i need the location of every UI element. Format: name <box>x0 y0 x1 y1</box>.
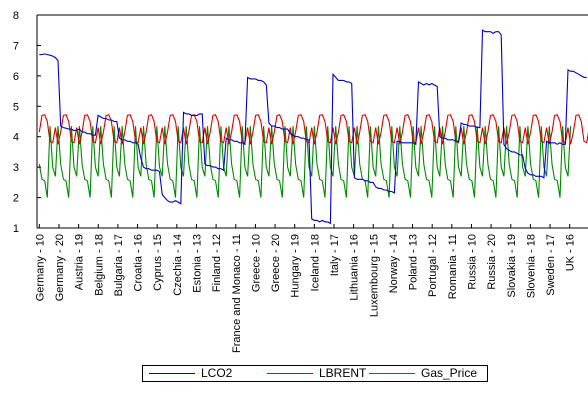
legend-swatch-gas-price <box>369 373 415 374</box>
x-tick-label: France and Monaco - 11 <box>231 234 243 353</box>
legend-label-lco2: LCO2 <box>201 366 233 380</box>
x-tick-label: Estonia - 13 <box>192 234 204 293</box>
y-tick-label: 3 <box>13 162 19 174</box>
plot-area <box>38 29 588 225</box>
x-tick-label: Sweden - 17 <box>545 234 557 296</box>
x-tick-label: Poland - 13 <box>408 234 420 290</box>
x-tick-label: Croatia - 16 <box>133 234 145 291</box>
legend-swatch-lco2 <box>149 373 195 374</box>
x-tick-label: Germany - 10 <box>34 234 46 301</box>
x-tick-label: Germany - 20 <box>54 234 66 301</box>
y-tick-label: 4 <box>13 132 19 144</box>
legend-swatch-lbrent <box>267 373 313 374</box>
x-tick-label: Iceland - 18 <box>309 234 321 291</box>
legend-label-gas-price: Gas_Price <box>421 366 478 380</box>
x-tick-label: Belgium - 18 <box>93 234 105 296</box>
x-tick-label: Italy - 17 <box>329 234 341 276</box>
y-tick-label: 7 <box>13 40 19 52</box>
x-tick-label: Russia - 20 <box>486 234 498 290</box>
x-tick-label: Norway - 14 <box>388 234 400 293</box>
series-line-lbrent <box>38 114 588 145</box>
x-tick-label: Luxembourg - 15 <box>368 234 380 317</box>
x-tick-label: Slovenia - 18 <box>525 234 537 298</box>
series-line-gas-price <box>38 126 572 198</box>
x-tick-label: Lithuania - 16 <box>349 234 361 301</box>
x-tick-label: Bulgaria - 17 <box>113 234 125 296</box>
x-tick-label: Portugal - 12 <box>427 234 439 297</box>
plot-frame <box>36 14 588 229</box>
x-tick-label: Austria - 19 <box>74 234 86 290</box>
y-tick-label: 8 <box>13 10 19 22</box>
legend-label-lbrent: LBRENT <box>319 366 367 380</box>
x-tick-label: UK - 16 <box>565 234 577 271</box>
x-tick-label: Finland - 12 <box>211 234 223 292</box>
x-tick-label: Greece - 20 <box>270 234 282 292</box>
x-tick-label: Russia - 10 <box>467 234 479 290</box>
y-tick-label: 6 <box>13 71 19 83</box>
x-axis: Germany - 10 Germany - 20 Austria - 19 Belg… <box>34 224 577 353</box>
x-tick-label: Hungary - 19 <box>290 234 302 298</box>
x-tick-label: Cyprus - 15 <box>152 234 164 291</box>
x-tick-label: Romania - 11 <box>447 234 459 299</box>
x-tick-label: Czechia - 14 <box>172 234 184 296</box>
x-tick-label: Greece - 10 <box>250 234 262 292</box>
x-tick-label: Slovakia - 19 <box>506 234 518 298</box>
legend: LCO2 LBRENT Gas_Price <box>142 365 488 382</box>
y-tick-label: 1 <box>13 223 19 235</box>
series-line-lco2 <box>39 29 587 225</box>
y-tick-label: 2 <box>13 193 19 205</box>
y-tick-label: 5 <box>13 101 19 113</box>
y-axis: 1 2 3 4 5 6 7 8 <box>13 10 41 235</box>
